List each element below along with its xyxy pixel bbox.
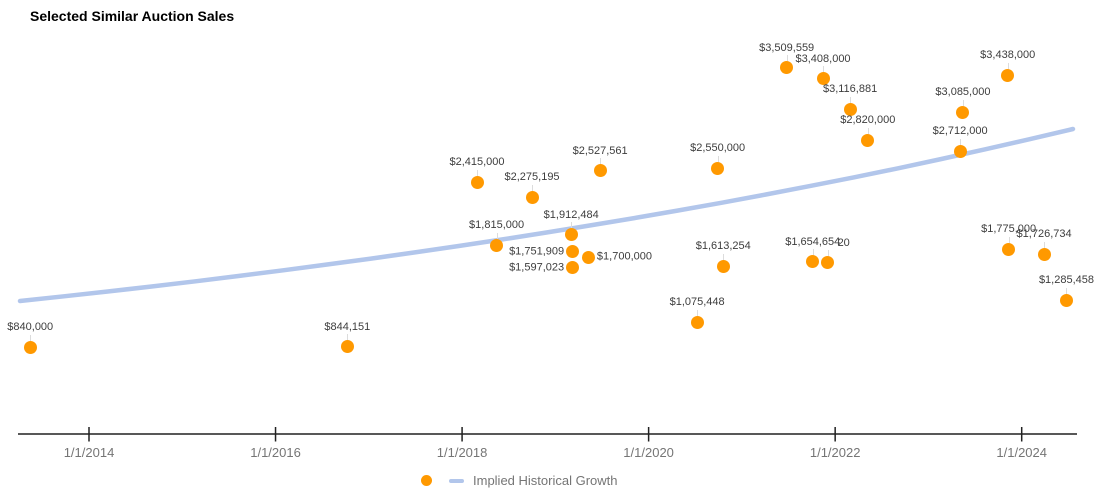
data-point-label: $2,550,000 bbox=[690, 142, 746, 155]
label-leader-line bbox=[812, 249, 814, 256]
data-point[interactable] bbox=[956, 105, 970, 119]
label-leader-line bbox=[1066, 287, 1068, 294]
label-leader-line bbox=[30, 334, 32, 341]
legend-label: Implied Historical Growth bbox=[473, 473, 618, 488]
data-point[interactable] bbox=[821, 256, 835, 270]
data-point-label: $3,116,881 bbox=[822, 83, 878, 96]
data-point[interactable] bbox=[470, 175, 484, 189]
data-point[interactable] bbox=[23, 340, 37, 354]
data-point-label: $1,726,734 bbox=[1016, 228, 1072, 241]
legend: Implied Historical Growth bbox=[421, 473, 618, 488]
data-point[interactable] bbox=[490, 238, 504, 252]
data-point[interactable] bbox=[1037, 247, 1051, 261]
label-leader-line bbox=[347, 334, 349, 341]
data-point[interactable] bbox=[716, 259, 730, 273]
data-point[interactable] bbox=[806, 255, 820, 269]
data-point[interactable] bbox=[711, 161, 725, 175]
x-axis-tick-label: 1/1/2022 bbox=[809, 445, 861, 460]
data-point-label: $1,815,000 bbox=[469, 219, 525, 232]
data-point-label: $1,654,654 bbox=[785, 235, 841, 248]
data-point[interactable] bbox=[690, 315, 704, 329]
x-axis-tick-label: 1/1/2014 bbox=[63, 445, 115, 460]
data-point-label: $1,751,909 bbox=[509, 245, 565, 258]
data-point-label: $1,597,023 bbox=[509, 261, 565, 274]
data-point-label: $2,527,561 bbox=[572, 144, 628, 157]
data-point-label: $1,613,254 bbox=[695, 240, 751, 253]
data-point[interactable] bbox=[953, 144, 967, 158]
x-axis-tick-label: 1/1/2018 bbox=[436, 445, 488, 460]
x-axis-tick-label: 1/1/2016 bbox=[250, 445, 301, 460]
legend-trendline-swatch-icon bbox=[449, 478, 464, 483]
x-axis-tick-label: 1/1/2020 bbox=[623, 445, 674, 460]
data-point-label: $1,775,000 bbox=[981, 223, 1037, 236]
label-leader-line bbox=[823, 66, 825, 73]
label-leader-line bbox=[960, 138, 962, 145]
data-point-label: $2,820,000 bbox=[840, 114, 896, 127]
label-leader-line bbox=[867, 127, 869, 134]
label-leader-line bbox=[571, 222, 573, 229]
chart-title: Selected Similar Auction Sales bbox=[30, 8, 235, 24]
label-leader-line bbox=[1008, 236, 1010, 243]
data-point[interactable] bbox=[1001, 68, 1015, 82]
data-point[interactable] bbox=[843, 102, 857, 116]
label-leader-line bbox=[827, 250, 829, 257]
data-point[interactable] bbox=[340, 340, 354, 354]
label-leader-line bbox=[962, 99, 964, 106]
data-point-label: $840,000 bbox=[7, 321, 54, 333]
data-point-label: $1,285,458 bbox=[1038, 274, 1094, 287]
data-point-label: $2,415,000 bbox=[449, 156, 505, 169]
data-point-label: $1,700,000 bbox=[596, 250, 652, 263]
label-leader-line bbox=[532, 184, 534, 191]
data-point-label: $3,085,000 bbox=[935, 86, 991, 99]
label-leader-line bbox=[717, 155, 719, 162]
label-leader-line bbox=[1007, 62, 1009, 69]
data-point-label: $1,075,448 bbox=[669, 296, 725, 309]
data-point[interactable] bbox=[593, 164, 607, 178]
data-point[interactable] bbox=[582, 250, 596, 264]
label-leader-line bbox=[723, 253, 725, 260]
data-point-label: $1,912,484 bbox=[543, 208, 599, 221]
label-leader-line bbox=[1044, 241, 1046, 248]
data-point[interactable] bbox=[780, 61, 794, 75]
data-point[interactable] bbox=[816, 72, 830, 86]
data-point-label: 20 bbox=[837, 236, 850, 249]
data-point-label: $3,438,000 bbox=[980, 49, 1036, 62]
data-point[interactable] bbox=[1059, 293, 1073, 307]
label-leader-line bbox=[477, 169, 478, 176]
data-point[interactable] bbox=[1002, 242, 1016, 256]
data-point-label: $3,408,000 bbox=[795, 52, 851, 65]
data-point[interactable] bbox=[525, 190, 539, 204]
legend-point-swatch-icon bbox=[421, 475, 432, 486]
label-leader-line bbox=[600, 158, 602, 165]
data-point-label: $3,509,559 bbox=[759, 41, 815, 54]
data-point-label: $844,151 bbox=[324, 320, 371, 333]
label-leader-line bbox=[786, 55, 788, 62]
data-point[interactable] bbox=[565, 261, 579, 275]
data-point[interactable] bbox=[564, 228, 578, 242]
data-point-label: $2,275,195 bbox=[504, 171, 560, 183]
label-leader-line bbox=[850, 96, 852, 103]
label-leader-line bbox=[697, 309, 699, 316]
trend-line bbox=[17, 126, 1076, 304]
x-axis-tick-label: 1/1/2024 bbox=[996, 445, 1047, 460]
label-leader-line bbox=[496, 232, 498, 239]
data-point[interactable] bbox=[861, 133, 875, 147]
data-point-label: $2,712,000 bbox=[932, 125, 988, 138]
data-point[interactable] bbox=[565, 245, 579, 259]
